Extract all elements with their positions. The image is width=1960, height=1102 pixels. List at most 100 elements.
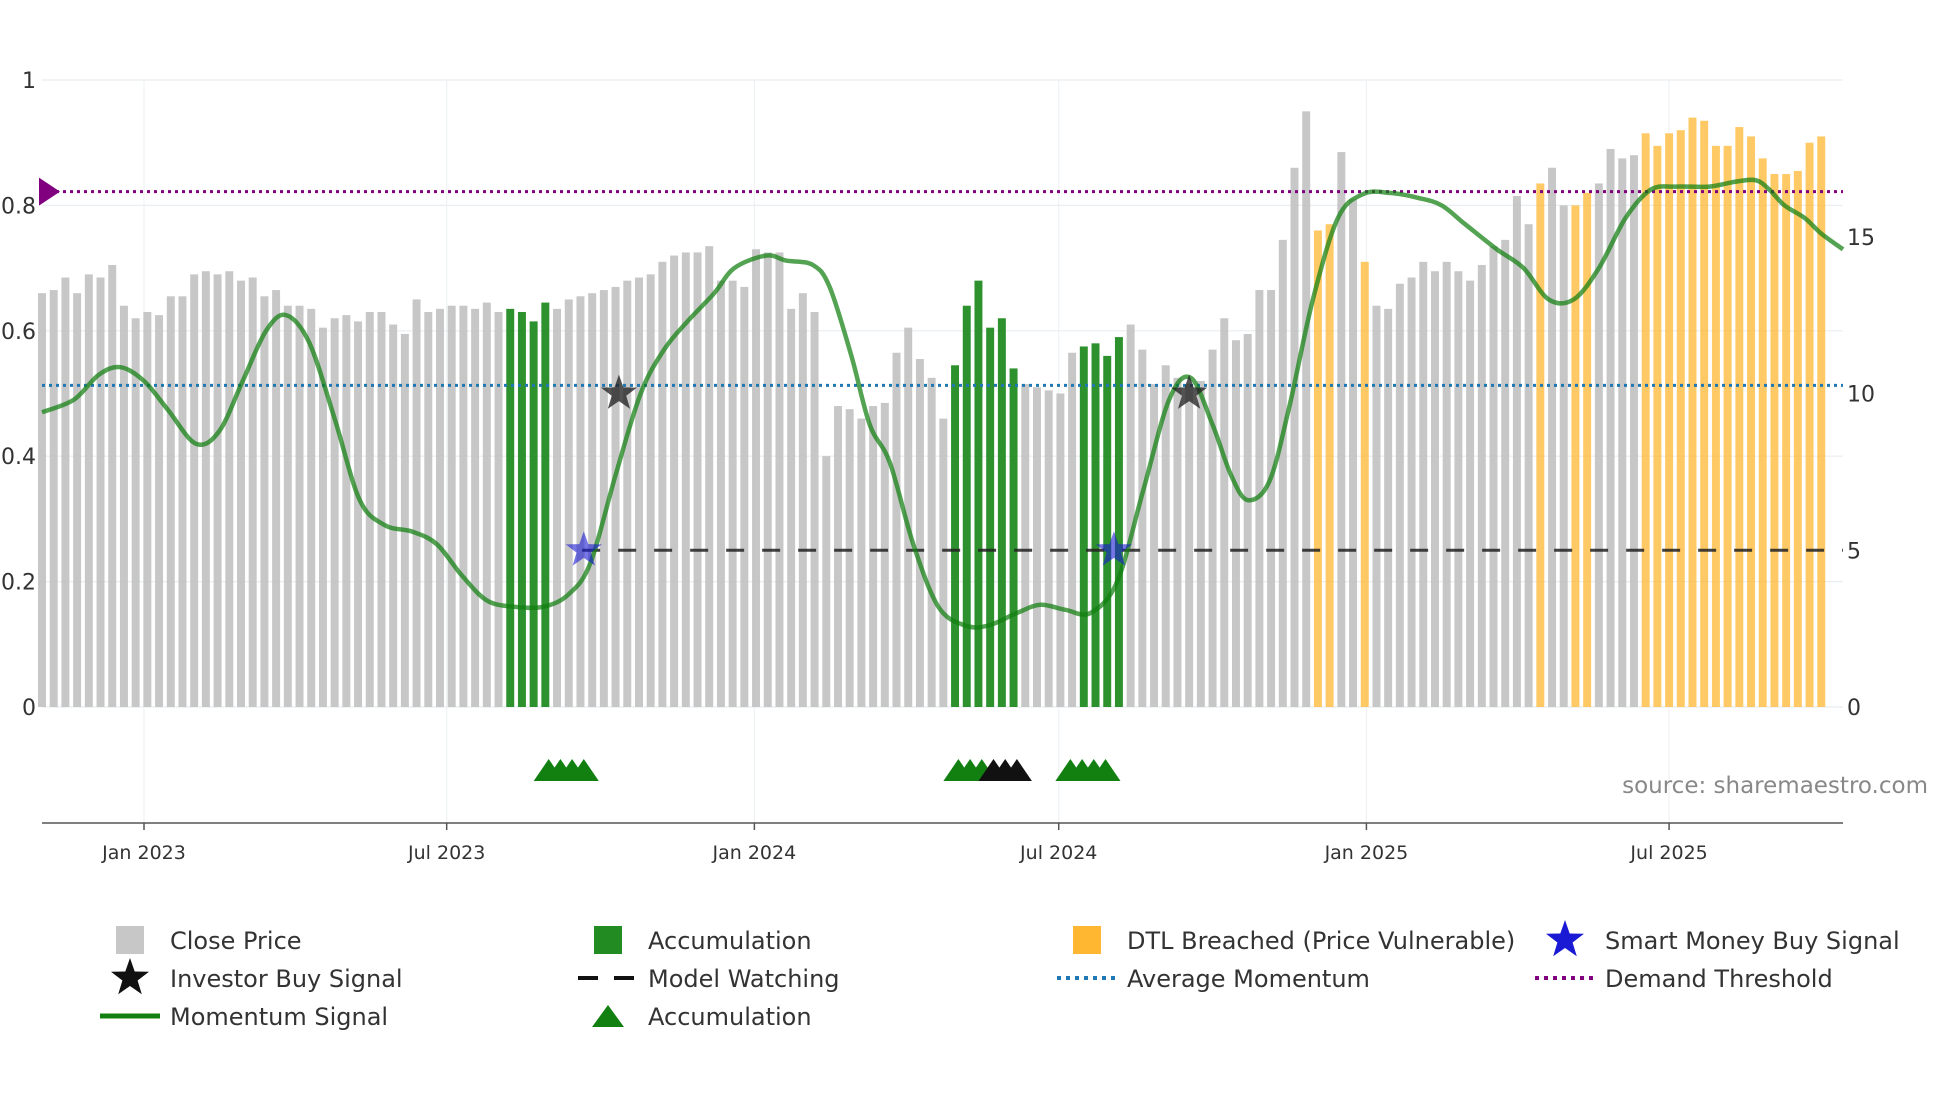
close-price-bar	[237, 280, 245, 707]
legend-swatch	[1073, 926, 1101, 954]
investor-buy-signal-star	[1171, 374, 1208, 409]
dtl-breached-bar	[1758, 158, 1767, 708]
close-price-bar	[213, 274, 222, 707]
close-price-bar	[1220, 318, 1229, 707]
right-axis-tick-label: 5	[1847, 539, 1861, 564]
close-price-bar	[693, 252, 702, 707]
close-price-bar	[73, 293, 82, 707]
legend-label: Accumulation	[648, 927, 812, 955]
dtl-breached-bar	[1536, 183, 1545, 707]
close-price-bar	[119, 305, 128, 707]
left-axis-tick-label: 0	[22, 696, 36, 721]
close-price-bar	[939, 418, 948, 707]
close-price-bar	[342, 315, 351, 708]
dtl-breached-bar	[1793, 170, 1802, 707]
legend-item-acc_bar: Accumulation	[594, 926, 812, 955]
close-price-bar	[1512, 195, 1521, 708]
close-price-bar	[1337, 152, 1346, 708]
close-price-bar	[471, 308, 480, 707]
dtl-breached-bar	[1313, 230, 1322, 708]
dtl-breached-bar	[1360, 261, 1369, 707]
x-axis-tick-label: Jul 2023	[407, 842, 485, 864]
close-price-bar	[1407, 277, 1416, 707]
close-price-bar	[459, 305, 468, 707]
buy-signals	[565, 374, 1208, 566]
left-axis-tick-label: 0.2	[1, 571, 36, 596]
close-price-bar	[1501, 239, 1510, 707]
accumulation-bar	[974, 280, 983, 707]
accumulation-bar	[506, 308, 515, 707]
legend-item-avg: Average Momentum	[1057, 965, 1370, 993]
close-price-bar	[1442, 261, 1451, 707]
close-price-bar	[1044, 390, 1053, 707]
dtl-breached-bar	[1641, 133, 1650, 708]
close-price-bar	[834, 406, 842, 707]
close-price-bar	[131, 318, 140, 707]
close-price-bar	[728, 280, 737, 707]
left-axis-tick-label: 0.8	[1, 194, 36, 219]
close-price-bar	[1150, 384, 1159, 707]
close-price-bar	[611, 286, 620, 707]
close-price-bar	[84, 274, 93, 707]
legend-star-icon	[1546, 920, 1584, 957]
close-price-bar	[1232, 340, 1240, 707]
demand-threshold-marker	[39, 177, 60, 206]
legend-star-icon	[111, 958, 149, 995]
close-price-bar	[201, 271, 210, 707]
legend-triangle-icon	[592, 1005, 624, 1027]
x-axis-tick-label: Jan 2025	[1324, 842, 1409, 864]
close-price-bar	[1290, 167, 1299, 707]
close-price-bar	[892, 352, 901, 707]
close-price-bar	[178, 296, 187, 707]
legend-label: Demand Threshold	[1605, 965, 1833, 993]
close-price-bar	[377, 311, 386, 707]
close-price-bar	[108, 264, 117, 707]
momentum-signal	[41, 177, 1845, 630]
left-axis-tick-label: 0.6	[1, 320, 36, 345]
left-axis-tick-label: 0.4	[1, 445, 36, 470]
dtl-breached-bar	[1325, 224, 1334, 707]
close-price-bar	[1384, 308, 1393, 707]
legend-item-demand: Demand Threshold	[1535, 965, 1833, 993]
close-price-bar	[1126, 324, 1135, 707]
close-price-bar	[576, 296, 585, 707]
close-price-bar	[166, 296, 175, 707]
legend: Close Price Accumulation DTL Breached (Pri…	[100, 920, 1900, 1031]
close-price-bar	[646, 274, 655, 707]
close-price-bar	[225, 271, 234, 707]
close-price-bar	[365, 311, 374, 707]
close-price-bar	[1548, 167, 1557, 707]
accumulation-bar	[529, 321, 538, 707]
accumulation-triangle-marker	[1090, 759, 1121, 781]
accumulation-bar	[1009, 368, 1018, 707]
close-price-bar	[1594, 183, 1603, 707]
accumulation-bar	[951, 365, 960, 707]
x-axis-tick-label: Jan 2023	[101, 842, 186, 864]
legend-label: Average Momentum	[1127, 965, 1370, 993]
close-price-bar	[810, 311, 819, 707]
close-price-bar	[588, 293, 597, 707]
accumulation-bar	[997, 318, 1006, 707]
close-price-bar	[1208, 349, 1217, 707]
x-axis-tick-label: Jul 2024	[1019, 842, 1097, 864]
close-price-bar	[1196, 380, 1205, 707]
x-axis-tick-label: Jul 2025	[1629, 842, 1707, 864]
accumulation-triangle-marker	[568, 759, 599, 781]
source-watermark: source: sharemaestro.com	[1622, 773, 1928, 799]
close-price-bar	[61, 277, 70, 707]
close-price-bar	[670, 255, 679, 707]
close-price-bar	[447, 305, 456, 707]
legend-label: Accumulation	[648, 1003, 812, 1031]
close-price-bar	[1278, 239, 1287, 707]
close-price-bar	[354, 321, 363, 707]
close-price-bar	[1021, 384, 1030, 707]
dtl-breached-bar	[1688, 117, 1697, 708]
dtl-breached-bar	[1817, 136, 1826, 707]
legend-item-smart: Smart Money Buy Signal	[1546, 920, 1900, 957]
right-axis-tick-label: 15	[1847, 226, 1875, 251]
dtl-breached-bar	[1782, 174, 1791, 708]
close-price-bar	[623, 280, 632, 707]
close-price-bar	[155, 315, 164, 708]
dtl-breached-bar	[1711, 145, 1720, 708]
